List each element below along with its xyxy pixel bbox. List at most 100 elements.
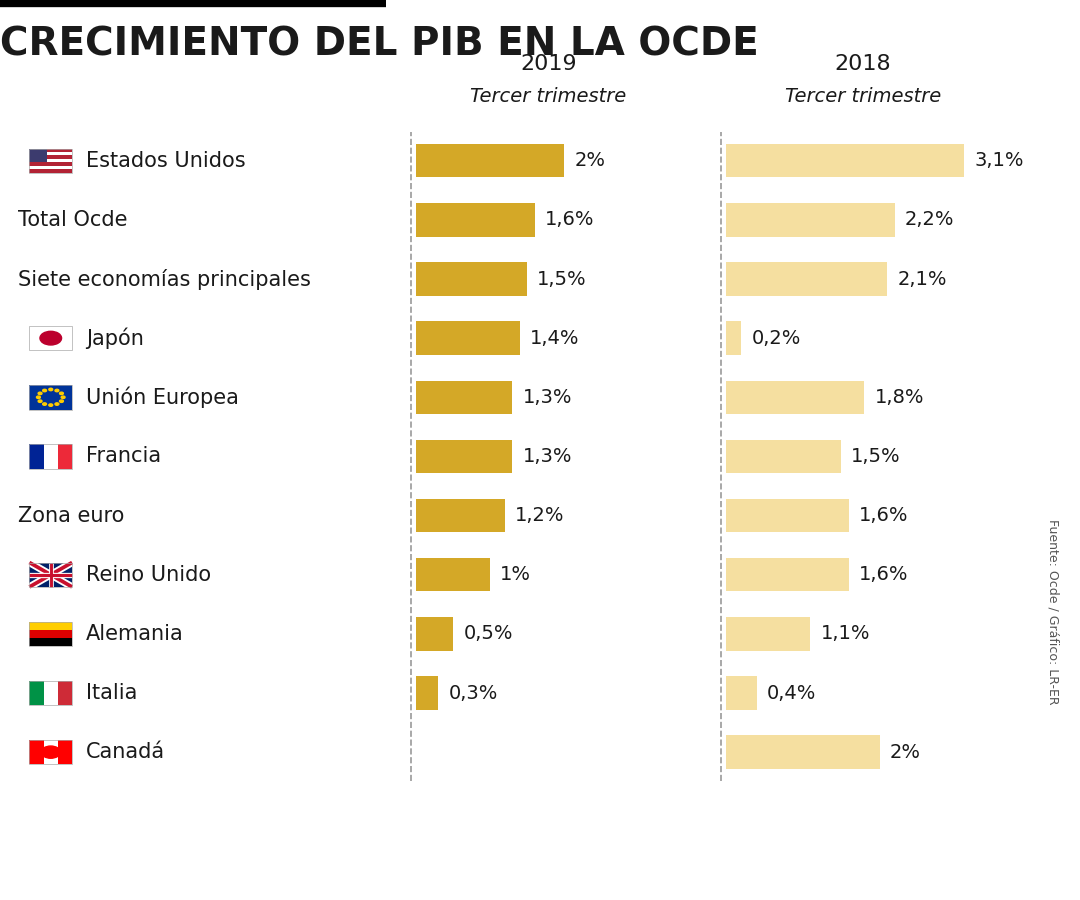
Text: Alemania: Alemania (86, 624, 184, 644)
Bar (416, 617, 454, 651)
Circle shape (37, 396, 40, 399)
Text: 1,3%: 1,3% (523, 447, 572, 466)
Bar (29, 163, 72, 166)
Bar (29, 740, 72, 764)
Bar (726, 321, 741, 355)
Bar (726, 558, 849, 591)
Bar (29, 630, 72, 638)
Circle shape (38, 392, 42, 394)
Text: 2,2%: 2,2% (905, 211, 955, 230)
Bar (29, 622, 72, 646)
Text: 1,3%: 1,3% (523, 388, 572, 407)
Text: 1,6%: 1,6% (859, 506, 908, 525)
Bar (416, 558, 490, 591)
Text: 0,5%: 0,5% (463, 625, 513, 643)
Circle shape (41, 746, 60, 758)
Bar (29, 326, 72, 350)
Text: Unión Europea: Unión Europea (86, 386, 239, 408)
Text: 2%: 2% (575, 151, 605, 170)
Bar (29, 169, 72, 173)
Bar (416, 381, 512, 414)
Text: 3,1%: 3,1% (974, 151, 1024, 170)
Text: 2019: 2019 (519, 54, 577, 75)
Circle shape (55, 403, 59, 405)
Bar (29, 740, 43, 764)
Circle shape (42, 390, 46, 392)
Bar (726, 440, 841, 473)
Text: Francia: Francia (86, 446, 161, 466)
Bar (58, 740, 72, 764)
Bar (726, 499, 849, 532)
Circle shape (55, 390, 59, 392)
Circle shape (40, 331, 62, 345)
Bar (29, 445, 43, 469)
Bar (29, 680, 72, 706)
Text: 0,4%: 0,4% (767, 683, 816, 703)
Bar (58, 445, 72, 469)
Bar (726, 203, 895, 237)
Text: 2,1%: 2,1% (897, 269, 947, 289)
Bar (416, 144, 564, 177)
Bar (29, 562, 72, 587)
Text: 1,6%: 1,6% (544, 211, 594, 230)
Bar (29, 562, 72, 587)
Bar (29, 740, 72, 764)
Text: Total Ocde: Total Ocde (18, 210, 127, 230)
Text: 0,3%: 0,3% (448, 683, 498, 703)
Bar (29, 638, 72, 646)
Circle shape (42, 403, 46, 405)
Bar (416, 499, 505, 532)
Bar (726, 262, 888, 296)
Bar (416, 676, 438, 710)
Bar (726, 676, 757, 710)
Text: 1,5%: 1,5% (851, 447, 901, 466)
Text: Zona euro: Zona euro (18, 506, 124, 526)
Text: 1%: 1% (500, 565, 531, 584)
Circle shape (59, 400, 64, 402)
Bar (29, 156, 72, 159)
Text: Tercer trimestre: Tercer trimestre (785, 87, 941, 106)
Text: Canadá: Canadá (86, 742, 165, 762)
Bar (29, 680, 43, 706)
Bar (29, 622, 72, 630)
Bar (43, 680, 58, 706)
Bar (416, 440, 512, 473)
Circle shape (49, 404, 53, 406)
Text: 2%: 2% (890, 742, 921, 761)
Text: 0,2%: 0,2% (752, 328, 800, 347)
Text: Japón: Japón (86, 328, 144, 349)
Bar (43, 445, 58, 469)
Bar (43, 740, 58, 764)
Bar (416, 262, 527, 296)
Bar (726, 144, 964, 177)
Bar (29, 152, 72, 156)
Text: 1,5%: 1,5% (538, 269, 586, 289)
Circle shape (59, 392, 64, 394)
Text: 1,6%: 1,6% (859, 565, 908, 584)
Bar (58, 680, 72, 706)
Text: 2018: 2018 (835, 54, 891, 75)
Text: Italia: Italia (86, 683, 137, 703)
Text: Fuente: Ocde / Gráfico: LR-ER: Fuente: Ocde / Gráfico: LR-ER (1047, 519, 1059, 705)
Bar (29, 148, 72, 152)
Circle shape (49, 388, 53, 391)
Bar (416, 203, 535, 237)
Text: 1,1%: 1,1% (821, 625, 870, 643)
Bar (29, 148, 72, 173)
Bar (29, 385, 72, 410)
Bar (726, 617, 810, 651)
Text: Tercer trimestre: Tercer trimestre (470, 87, 626, 106)
Bar (29, 148, 48, 163)
Bar (29, 445, 72, 469)
Text: Reino Unido: Reino Unido (86, 564, 212, 585)
Text: 1,2%: 1,2% (515, 506, 565, 525)
Bar (726, 381, 864, 414)
Bar (726, 735, 879, 769)
Circle shape (38, 400, 42, 402)
Text: Siete economías principales: Siete economías principales (18, 268, 311, 290)
Text: 1,8%: 1,8% (875, 388, 923, 407)
Bar (29, 166, 72, 169)
Circle shape (62, 396, 65, 399)
Text: Estados Unidos: Estados Unidos (86, 150, 246, 171)
Text: CRECIMIENTO DEL PIB EN LA OCDE: CRECIMIENTO DEL PIB EN LA OCDE (0, 26, 759, 64)
